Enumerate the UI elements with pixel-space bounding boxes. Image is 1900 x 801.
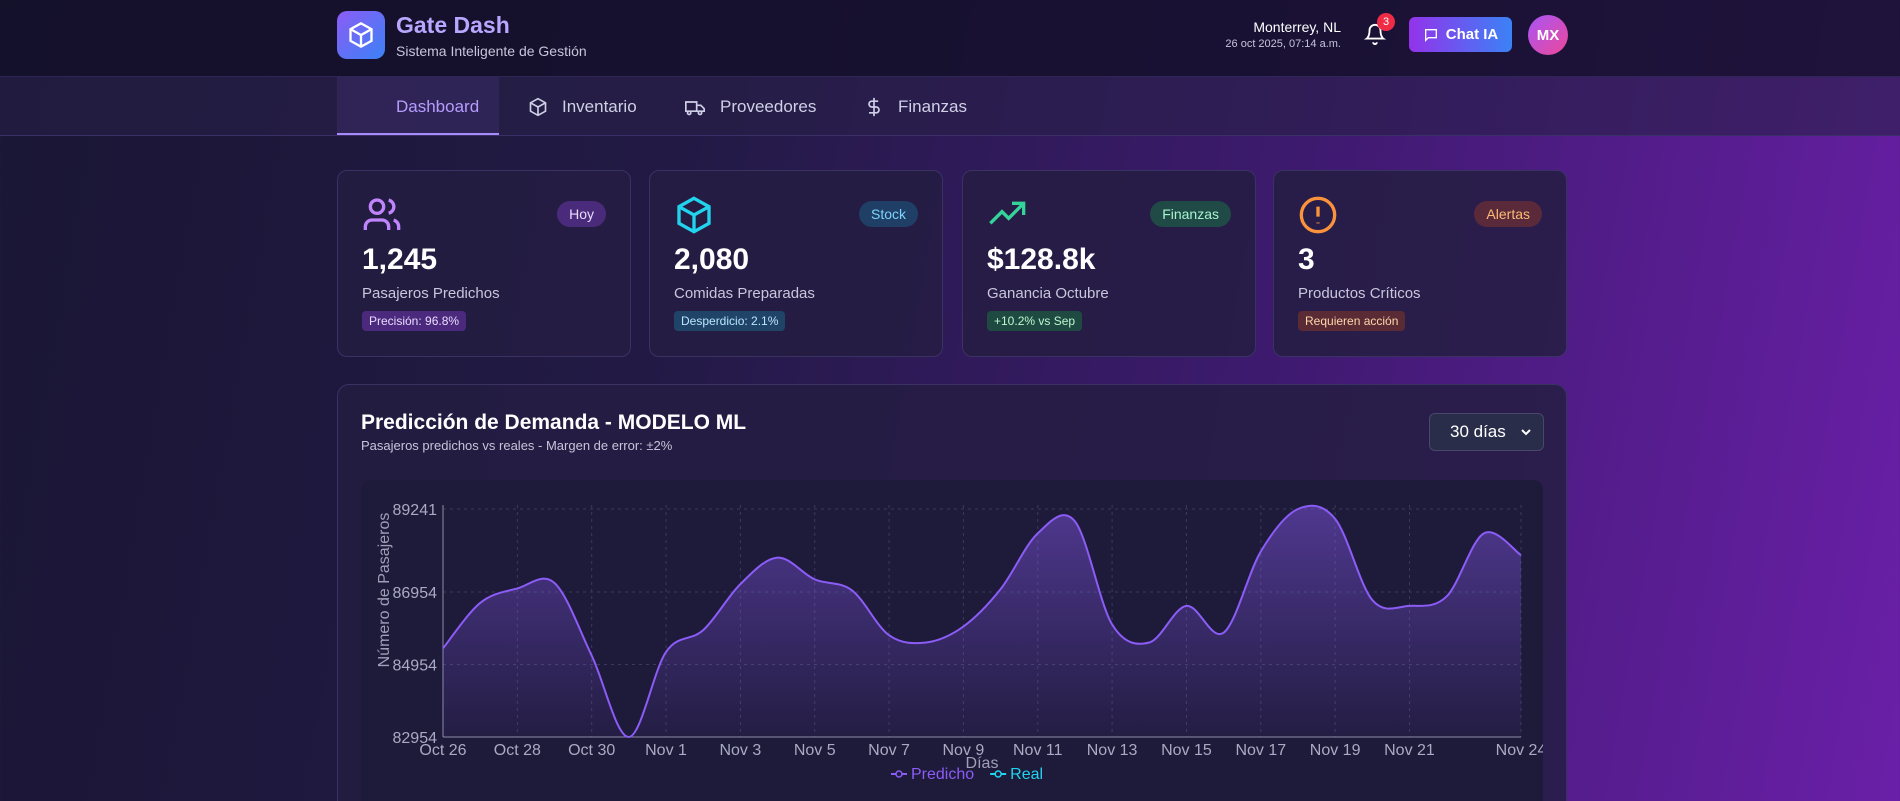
app-title: Gate Dash — [396, 12, 510, 38]
chart-subtitle: Pasajeros predichos vs reales - Margen d… — [361, 438, 673, 453]
nav-icon — [868, 97, 880, 117]
x-tick-label: Nov 1 — [645, 742, 687, 759]
legend-label: Real — [1010, 766, 1043, 783]
nav-icon — [685, 101, 705, 116]
nav-item[interactable]: Proveedores — [684, 77, 816, 137]
card-tag: +10.2% vs Sep — [987, 311, 1083, 331]
y-tick-label: 86954 — [393, 585, 438, 602]
card-badge: Hoy — [557, 201, 606, 227]
bell-icon[interactable] — [1364, 23, 1386, 45]
nav-item[interactable]: Inventario — [528, 77, 637, 137]
card-label: Pasajeros Predichos — [362, 285, 500, 302]
stat-card: Alertas 3 Productos Críticos Requieren acci… — [1273, 170, 1567, 357]
card-badge: Stock — [858, 201, 918, 227]
x-tick-label: Nov 17 — [1235, 742, 1286, 759]
nav-label: Inventario — [562, 97, 637, 116]
x-tick-label: Nov 21 — [1384, 742, 1435, 759]
stat-card: Hoy 1,245 Pasajeros Predichos Precisión: 96… — [337, 170, 631, 357]
x-tick-label: Oct 30 — [568, 742, 615, 759]
chart: Número de Pasajeros Días 82954 84954 86954… — [376, 502, 1546, 783]
select-caret — [1521, 429, 1531, 436]
chat-label: Chat IA — [1445, 26, 1499, 43]
logo-icon — [349, 21, 373, 49]
x-tick-label: Nov 24 — [1496, 742, 1543, 759]
stat-card: Finanzas $128.8k Ganancia Octubre +10.2% vs… — [962, 170, 1256, 357]
x-tick-label: Nov 19 — [1310, 742, 1361, 759]
range-label: 30 días — [1450, 422, 1506, 441]
card-icon — [677, 196, 711, 234]
card-label: Comidas Preparadas — [674, 285, 815, 302]
nav-item[interactable]: Dashboard — [396, 77, 479, 137]
card-icon — [989, 201, 1026, 225]
x-tick-label: Nov 9 — [943, 742, 985, 759]
card-value: 1,245 — [362, 243, 438, 276]
card-badge: Alertas — [1474, 201, 1542, 227]
chat-button[interactable]: Chat IA — [1409, 17, 1512, 52]
y-axis-label: Número de Pasajeros — [376, 513, 393, 668]
nav-icon — [529, 97, 547, 117]
nav-label: Dashboard — [396, 97, 480, 116]
card-label: Productos Críticos — [1298, 285, 1421, 302]
location: Monterrey, NL — [1253, 19, 1341, 35]
card-value: 3 — [1298, 243, 1315, 276]
stat-card: Stock 2,080 Comidas Preparadas Desperdicio:… — [649, 170, 943, 357]
area-fill — [443, 505, 1521, 738]
series-line — [442, 504, 1522, 739]
x-tick-label: Nov 11 — [1013, 742, 1063, 759]
x-tick-label: Oct 26 — [419, 742, 466, 759]
range-select[interactable]: 30 días — [1429, 413, 1544, 451]
datetime: 26 oct 2025, 07:14 a.m. — [1225, 38, 1341, 50]
y-tick-label: 82954 — [393, 730, 438, 747]
legend-swatch-dot — [895, 770, 903, 778]
x-tick-label: Nov 5 — [794, 742, 836, 759]
card-value: 2,080 — [674, 243, 750, 276]
card-tag: Desperdicio: 2.1% — [674, 311, 786, 331]
y-tick-label: 89241 — [393, 502, 438, 519]
chat-icon — [1424, 28, 1437, 42]
x-tick-label: Oct 28 — [494, 742, 541, 759]
notification-badge: 3 — [1377, 13, 1395, 31]
y-tick-label: 84954 — [393, 657, 438, 674]
card-label: Ganancia Octubre — [987, 285, 1109, 302]
card-icon — [363, 198, 401, 230]
active-tab-bg — [337, 77, 499, 135]
legend-swatch-dot — [994, 770, 1002, 778]
card-value: $128.8k — [987, 243, 1096, 276]
nav-item[interactable]: Finanzas — [864, 77, 967, 137]
card-icon — [1299, 196, 1337, 234]
x-tick-label: Nov 7 — [868, 742, 910, 759]
legend-label: Predicho — [911, 766, 974, 783]
logo[interactable] — [337, 11, 385, 59]
chart-title: Predicción de Demanda - MODELO ML — [361, 411, 747, 434]
card-tag: Requieren acción — [1298, 311, 1406, 331]
x-tick-label: Nov 3 — [719, 742, 761, 759]
card-badge: Finanzas — [1150, 201, 1231, 227]
header: Gate Dash Sistema Inteligente de Gestión… — [0, 0, 1900, 76]
avatar[interactable]: MX — [1528, 15, 1568, 55]
nav-bar: Dashboard Inventario Proveedores Finanza… — [0, 76, 1900, 136]
nav-label: Finanzas — [898, 97, 967, 116]
x-tick-label: Nov 15 — [1161, 742, 1212, 759]
app-subtitle: Sistema Inteligente de Gestión — [396, 43, 587, 59]
nav-label: Proveedores — [720, 97, 817, 116]
x-tick-label: Nov 13 — [1087, 742, 1138, 759]
chart-box: Número de Pasajeros Días 82954 84954 86954… — [361, 480, 1546, 801]
card-tag: Precisión: 96.8% — [362, 311, 467, 331]
x-axis-label: Días — [966, 755, 999, 772]
